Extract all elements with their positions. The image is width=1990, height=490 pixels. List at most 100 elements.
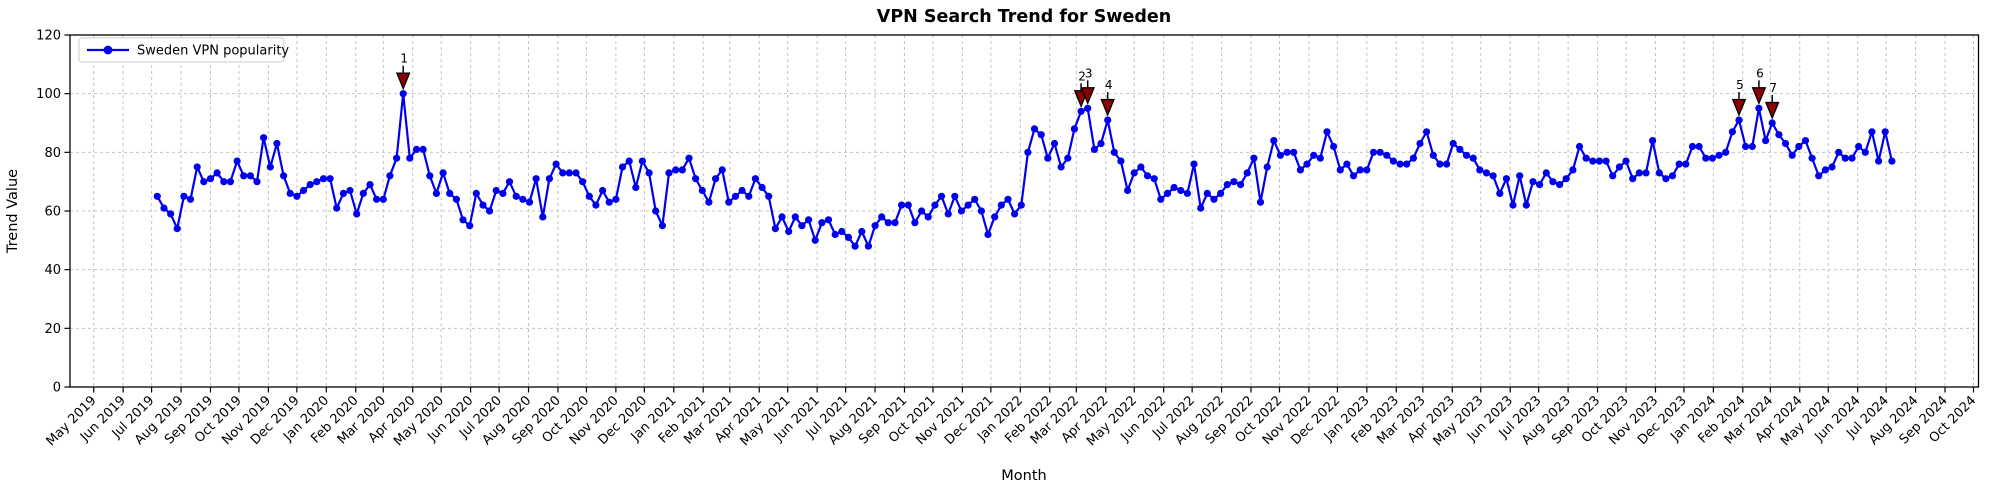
data-point [233, 157, 241, 165]
data-point [479, 201, 487, 209]
data-point [193, 163, 201, 171]
data-point [167, 210, 175, 218]
data-point [1855, 142, 1863, 151]
data-point [1688, 142, 1697, 151]
data-point [1423, 128, 1431, 136]
data-point [1084, 104, 1092, 112]
data-point [1436, 160, 1444, 168]
data-point [373, 195, 381, 203]
data-point [1755, 104, 1763, 112]
data-point [1768, 119, 1776, 127]
data-point [346, 186, 354, 195]
data-point [1177, 186, 1185, 195]
data-point [406, 154, 414, 162]
data-point [585, 192, 593, 200]
data-point [293, 192, 301, 200]
annotation-triangle-icon [1731, 98, 1747, 117]
data-point [1403, 160, 1411, 168]
annotation-peak-4: 4 [1100, 78, 1115, 117]
data-point [798, 222, 806, 230]
data-point [1210, 195, 1218, 203]
annotation-peak-5: 5 [1731, 78, 1747, 117]
data-point [240, 172, 248, 180]
data-point [186, 195, 195, 203]
data-point [1070, 125, 1078, 133]
data-point [1104, 116, 1112, 124]
data-point [153, 192, 161, 200]
data-point [519, 195, 527, 203]
data-point [525, 198, 534, 206]
data-point [1728, 128, 1736, 136]
data-point [599, 186, 607, 195]
data-point [1097, 139, 1105, 148]
data-point [499, 189, 507, 197]
data-point [911, 219, 919, 227]
data-point [439, 169, 447, 177]
data-point [984, 230, 992, 239]
data-point [785, 227, 793, 236]
data-point [1668, 172, 1677, 180]
data-point [313, 178, 321, 186]
data-point [1011, 210, 1019, 218]
legend: Sweden VPN popularity [78, 37, 289, 63]
data-point [1808, 154, 1816, 162]
data-point [1449, 139, 1457, 148]
data-point [718, 166, 726, 174]
data-point [220, 178, 228, 186]
annotation-label: 3 [1085, 66, 1093, 80]
data-point [1629, 175, 1637, 183]
y-axis-label: Trend Value [5, 169, 21, 254]
data-point [1130, 169, 1138, 177]
data-point [1044, 154, 1052, 162]
data-point [1090, 145, 1098, 153]
data-point [552, 160, 560, 168]
data-point [791, 213, 799, 221]
data-point [738, 186, 746, 195]
data-point [213, 169, 221, 177]
y-tick-label: 40 [44, 263, 61, 278]
data-point [1516, 172, 1524, 180]
annotation-peak-3: 3 [1080, 66, 1095, 106]
data-point [1569, 166, 1577, 174]
data-point [1290, 148, 1298, 156]
data-point [1542, 169, 1550, 177]
data-point [1496, 189, 1504, 197]
data-point [898, 201, 906, 209]
data-point [1283, 148, 1291, 156]
data-point [1888, 157, 1896, 165]
data-point [339, 189, 347, 197]
data-point [1330, 142, 1338, 151]
y-tick-label: 100 [36, 87, 61, 102]
data-point [824, 216, 833, 224]
data-point [725, 198, 733, 206]
data-point [944, 210, 952, 218]
data-point [1077, 107, 1085, 115]
data-point [1502, 175, 1510, 183]
data-point [1163, 189, 1172, 197]
y-tick-labels: 0 20 40 60 80 100 120 [36, 29, 61, 396]
data-point [1781, 139, 1790, 148]
data-point [1383, 151, 1391, 159]
annotation-triangle-icon [395, 72, 411, 91]
data-point [173, 225, 181, 233]
data-point [260, 134, 268, 142]
data-point [1004, 195, 1012, 203]
data-point [1396, 160, 1404, 168]
data-point [1702, 154, 1710, 162]
data-point [333, 204, 341, 212]
data-point [286, 189, 294, 197]
data-point [884, 219, 892, 227]
data-point [1343, 160, 1351, 168]
data-point [1030, 125, 1039, 133]
data-point [180, 192, 188, 200]
annotation-label: 5 [1736, 78, 1744, 92]
data-point [1409, 154, 1417, 162]
data-point [452, 195, 460, 203]
data-point [1662, 175, 1670, 183]
data-point [1562, 175, 1570, 183]
data-point [745, 192, 753, 200]
data-point [1708, 154, 1716, 162]
annotation-triangle-icon [1100, 98, 1115, 117]
data-point [1841, 154, 1849, 162]
